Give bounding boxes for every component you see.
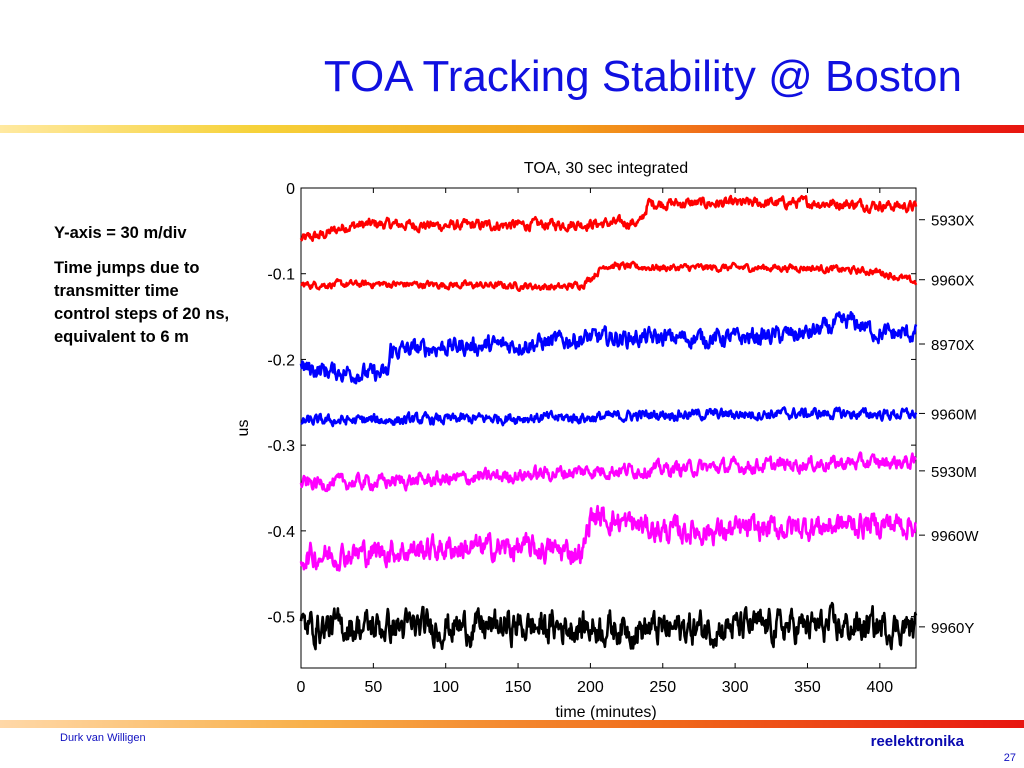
y-axis-label: us	[235, 420, 252, 437]
series-labels: 5930X 9960X 8970X 9960M 5930M 9960W 9960Y	[919, 213, 979, 637]
page-number: 27	[1003, 752, 1016, 764]
series-line-5930m	[299, 451, 917, 493]
series-line-8970x	[299, 310, 918, 385]
series-line-9960x	[300, 260, 918, 293]
y-tick-label: -0.2	[267, 352, 295, 369]
side-notes: Y-axis = 30 m/div Time jumps due to tran…	[54, 222, 234, 361]
x-tick-label: 350	[794, 679, 821, 696]
chart-title: TOA, 30 sec integrated	[524, 160, 688, 177]
top-accent-bar	[0, 125, 1024, 133]
footer-brand: reelektronika	[870, 733, 964, 750]
x-tick-label: 400	[866, 679, 893, 696]
x-tick-label: 150	[505, 679, 532, 696]
footer-author: Durk van Willigen	[60, 732, 146, 744]
series-line-5930x	[299, 194, 918, 242]
y-tick-label: -0.3	[267, 438, 295, 455]
x-tick-label: 250	[649, 679, 676, 696]
series-label-9960x: 9960X	[931, 273, 974, 290]
x-tick-label: 50	[364, 679, 382, 696]
bottom-accent-bar	[0, 720, 1024, 728]
series-line-9960m	[300, 406, 918, 428]
x-tick-label: 100	[432, 679, 459, 696]
x-axis-label: time (minutes)	[555, 704, 656, 721]
y-tick-label: 0	[286, 181, 295, 198]
y-tick-label: -0.1	[267, 267, 295, 284]
series-label-5930m: 5930M	[931, 464, 977, 481]
y-tick-label: -0.5	[267, 610, 295, 627]
series-line-9960w	[299, 504, 918, 572]
series-label-9960y: 9960Y	[931, 620, 974, 637]
note-axis-scale: Y-axis = 30 m/div	[54, 224, 187, 242]
series-label-9960w: 9960W	[931, 528, 979, 545]
slide-title: TOA Tracking Stability @ Boston	[323, 52, 962, 101]
series-layer	[299, 194, 918, 651]
note-time-jumps: Time jumps due to transmitter time contr…	[54, 259, 230, 346]
plot-frame	[300, 187, 917, 669]
x-tick-label: 300	[722, 679, 749, 696]
series-line-9960y	[299, 601, 918, 651]
series-label-9960m: 9960M	[931, 406, 977, 423]
axis-ticks: 0 50 100 150 200 250 300 350 400 0 -0.1 -0.2 -0.3 -0.…	[267, 181, 916, 696]
x-tick-label: 200	[577, 679, 604, 696]
series-label-5930x: 5930X	[931, 213, 974, 230]
y-tick-label: -0.4	[267, 524, 295, 541]
series-label-8970x: 8970X	[931, 337, 974, 354]
x-tick-label: 0	[297, 679, 306, 696]
